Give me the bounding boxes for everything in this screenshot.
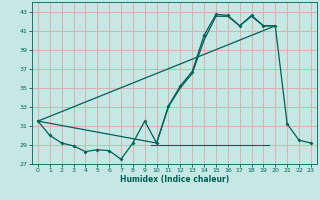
X-axis label: Humidex (Indice chaleur): Humidex (Indice chaleur) — [120, 175, 229, 184]
